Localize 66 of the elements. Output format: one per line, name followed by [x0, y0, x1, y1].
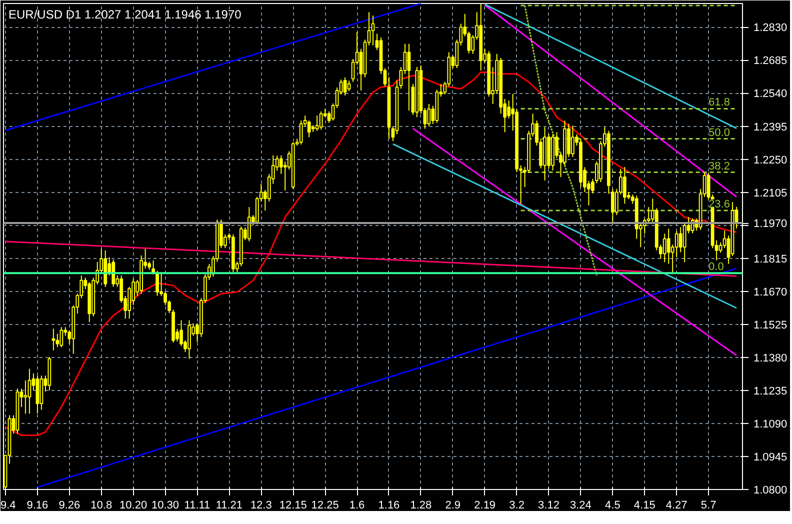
candlestick — [347, 80, 351, 92]
x-tick-label: 3.24 — [570, 500, 592, 512]
y-tick-label: 1.0800 — [754, 484, 788, 496]
candlestick — [427, 103, 431, 127]
y-tick-label: 1.2250 — [754, 154, 788, 166]
candlestick — [180, 320, 183, 347]
y-tick-label: 1.0945 — [754, 451, 788, 464]
x-tick-label: 12.15 — [279, 500, 307, 512]
x-tick-label: 4.15 — [634, 500, 656, 512]
candlestick — [315, 115, 319, 132]
candlestick — [112, 258, 116, 288]
chart-title: EUR/USD D1 1.2027 1.2041 1.1946 1.1970 — [8, 8, 242, 22]
annotation: 38.2 — [708, 160, 730, 172]
x-tick-label: 2.19 — [474, 500, 496, 512]
candlestick — [52, 328, 56, 351]
candlestick — [674, 230, 678, 258]
candlestick — [571, 125, 574, 158]
x-tick-label: 12.25 — [311, 500, 339, 512]
candlestick — [622, 166, 626, 204]
candlestick — [188, 320, 191, 360]
candlestick — [678, 226, 682, 253]
x-tick-label: 11.11 — [184, 500, 210, 512]
y-tick-label: 1.1235 — [754, 385, 788, 398]
x-tick-label: 3.2 — [509, 500, 524, 512]
x-tick-label: 9.26 — [58, 500, 80, 512]
x-tick-label: 2.9 — [445, 500, 461, 512]
candlestick — [610, 188, 614, 223]
x-tick-label: 10.30 — [152, 500, 180, 512]
candlestick — [24, 380, 28, 414]
x-tick-label: 5.7 — [700, 500, 716, 512]
x-tick-label: 1.16 — [378, 500, 400, 512]
candlestick — [247, 206, 251, 242]
y-tick-label: 1.1380 — [754, 352, 788, 364]
y-tick-label: 1.1090 — [754, 418, 788, 430]
x-tick-label: 12.3 — [250, 500, 272, 512]
y-tick-label: 1.2685 — [754, 55, 788, 68]
annotation: 50.0 — [708, 126, 730, 139]
x-tick-label: 10.8 — [90, 500, 112, 512]
candlestick — [319, 110, 323, 130]
x-tick-label: 10.20 — [120, 500, 148, 512]
line-series — [4, 72, 738, 436]
annotation: 23.6 — [708, 198, 730, 211]
candlestick — [507, 100, 511, 119]
candlestick — [718, 242, 722, 254]
annotation: 61.8 — [708, 96, 730, 109]
candlestick — [343, 76, 347, 96]
x-tick-label: 11.21 — [216, 500, 243, 512]
y-tick-label: 1.1525 — [754, 319, 788, 332]
y-tick-label: 1.1670 — [754, 286, 788, 298]
ref-line-label: 1.1970 — [754, 218, 788, 230]
candlestick — [307, 120, 311, 138]
y-tick-label: 1.2540 — [754, 88, 788, 100]
y-tick-label: 1.2395 — [754, 121, 788, 134]
y-tick-label: 1.2105 — [754, 187, 788, 200]
x-tick-label: 9.4 — [0, 500, 16, 512]
x-tick-label: 4.27 — [666, 500, 688, 512]
candlestick — [60, 326, 64, 348]
candlestick — [407, 43, 411, 112]
x-tick-label: 1.6 — [349, 500, 365, 512]
x-tick-label: 9.16 — [26, 500, 48, 512]
x-tick-label: 1.28 — [410, 500, 432, 512]
x-tick-label: 4.5 — [605, 500, 620, 512]
annotation: 0.0 — [708, 261, 724, 274]
y-tick-label: 1.1815 — [754, 253, 788, 266]
x-tick-label: 3.12 — [538, 500, 560, 512]
y-tick-label: 1.2830 — [754, 22, 788, 34]
